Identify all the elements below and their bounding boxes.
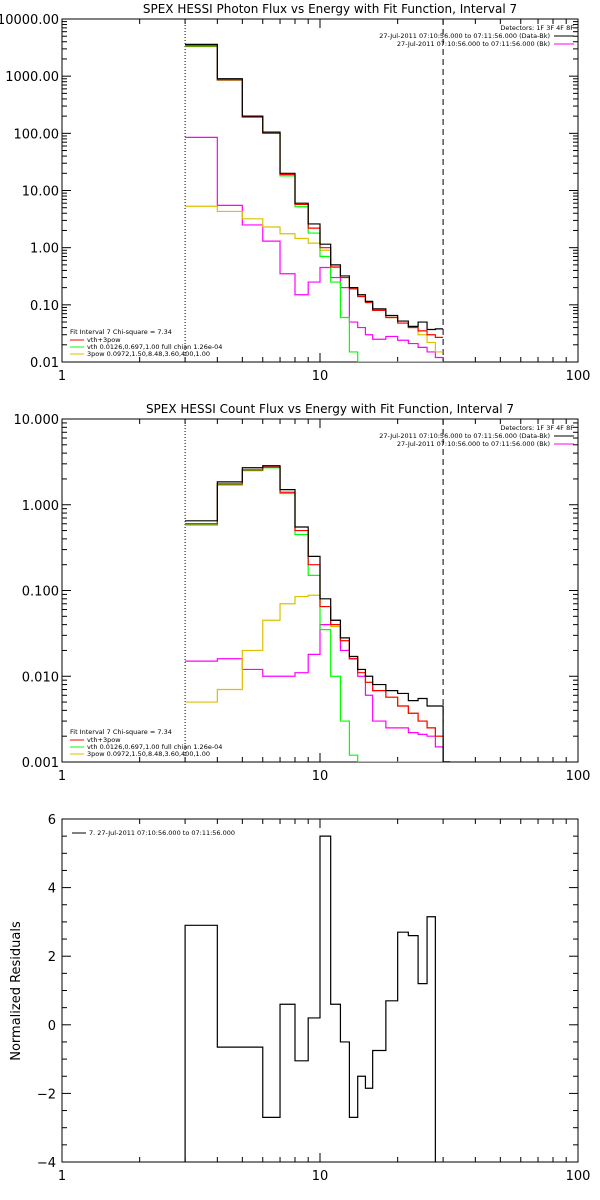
count-fit-header: Fit Interval 7 Chi-square = 7.34: [70, 728, 172, 736]
x-tick-label: 1: [58, 1169, 66, 1184]
photon-plot-frame: [61, 18, 579, 363]
count-series: [184, 419, 451, 762]
y-tick-label: −4: [37, 1156, 56, 1171]
y-tick-label: 0.100: [22, 585, 59, 600]
series-data-bk-line: [185, 465, 451, 762]
y-tick-label: 10.000: [14, 413, 60, 428]
y-tick-label: 100.00: [14, 127, 60, 142]
count-flux-title: SPEX HESSI Count Flux vs Energy with Fit…: [146, 402, 514, 416]
x-tick-label: 10: [312, 1169, 329, 1184]
count-legend-vthpow-label: vth+3pow: [87, 736, 121, 744]
series-7-27-jul-2011-07-10-56-000-to-07-11-56-000-line: [184, 835, 436, 1162]
count-legend-bk-label: 27-Jul-2011 07:10:56.000 to 07:11:56.000…: [397, 440, 550, 448]
y-tick-label: 0: [48, 1019, 56, 1034]
photon-flux-panel: SPEX HESSI Photon Flux vs Energy with Fi…: [0, 2, 590, 384]
count-legend-vth-label: vth 0.0126,0.697,1.00 full chian 1.26e-0…: [87, 743, 222, 751]
photon-series: [184, 19, 444, 362]
y-tick-label: −2: [37, 1087, 56, 1102]
series-vth-3pow-line: [185, 466, 451, 762]
residuals-series: [184, 835, 436, 1162]
count-legend-databk-label: 27-Jul-2011 07:10:56.000 to 07:11:56.000…: [379, 432, 550, 440]
photon-legend-vth-label: vth 0.0126,0.697,1.00 full chian 1.26e-0…: [87, 343, 222, 351]
photon-legend-vthpow-label: vth+3pow: [87, 336, 121, 344]
y-tick-label: 1.00: [30, 242, 59, 257]
y-tick-label: 6: [48, 813, 56, 828]
x-tick-label: 100: [566, 769, 591, 784]
y-tick-label: 10.00: [22, 185, 59, 200]
count-legend-topright: Detectors: 1F 3F 4F 8F 27-Jul-2011 07:10…: [379, 424, 574, 448]
photon-legend-bottomleft: Fit Interval 7 Chi-square = 7.34 vth+3po…: [70, 328, 222, 358]
residuals-legend-label: 7. 27-Jul-2011 07:10:56.000 to 07:11:56.…: [89, 829, 235, 837]
series-vth-line: [185, 45, 444, 362]
photon-legend-topright: Detectors: 1F 3F 4F 8F 27-Jul-2011 07:10…: [379, 24, 574, 48]
count-legend-bottomleft: Fit Interval 7 Chi-square = 7.34 vth+3po…: [70, 728, 222, 758]
y-tick-label: 1000.00: [5, 70, 59, 85]
y-tick-label: 0.10: [30, 299, 59, 314]
y-tick-label: 1.000: [22, 499, 59, 514]
photon-legend-bk-label: 27-Jul-2011 07:10:56.000 to 07:11:56.000…: [397, 40, 550, 48]
count-legend-3pow-label: 3pow 0.0972,1.50,8.48,3.60,400,1.00: [87, 750, 210, 758]
count-axes: 1 10 100 0.001 0.010 0.100 1.000 10.000: [14, 413, 591, 784]
x-tick-label: 1: [58, 369, 66, 384]
series-vth-3pow-line: [185, 45, 444, 338]
photon-flux-title: SPEX HESSI Photon Flux vs Energy with Fi…: [143, 2, 517, 16]
series-vth-line: [185, 467, 451, 762]
x-tick-label: 10: [312, 369, 329, 384]
x-tick-label: 100: [566, 1169, 591, 1184]
count-flux-panel: SPEX HESSI Count Flux vs Energy with Fit…: [14, 402, 591, 784]
y-tick-label: 0.01: [30, 356, 59, 371]
residuals-y-label: Normalized Residuals: [9, 921, 24, 1061]
count-detectors-label: Detectors: 1F 3F 4F 8F: [500, 424, 574, 432]
series-3pow-line: [185, 594, 451, 762]
photon-legend-3pow-label: 3pow 0.0972,1.50,8.48,3.60,400,1.00: [87, 350, 210, 358]
x-tick-label: 10: [312, 769, 329, 784]
residuals-panel: 1 10 100 −4 −2 0 2 4 6 Normalized Residuals 7. 2…: [9, 813, 590, 1184]
residuals-axes: 1 10 100 −4 −2 0 2 4 6: [37, 813, 591, 1184]
photon-fit-header: Fit Interval 7 Chi-square = 7.34: [70, 328, 172, 336]
residuals-legend: 7. 27-Jul-2011 07:10:56.000 to 07:11:56.…: [72, 829, 235, 837]
x-tick-label: 1: [58, 769, 66, 784]
y-tick-label: 0.001: [22, 756, 59, 771]
y-tick-label: 4: [48, 882, 56, 897]
series-data-bk-line: [185, 43, 444, 331]
y-tick-label: 0.010: [22, 670, 59, 685]
photon-detectors-label: Detectors: 1F 3F 4F 8F: [500, 24, 574, 32]
x-tick-label: 100: [566, 369, 591, 384]
y-tick-label: 2: [48, 950, 56, 965]
y-tick-label: 10000.00: [0, 13, 59, 28]
photon-legend-databk-label: 27-Jul-2011 07:10:56.000 to 07:11:56.000…: [379, 32, 550, 40]
series-bk-line: [185, 619, 451, 762]
series-bk-line: [185, 136, 444, 359]
